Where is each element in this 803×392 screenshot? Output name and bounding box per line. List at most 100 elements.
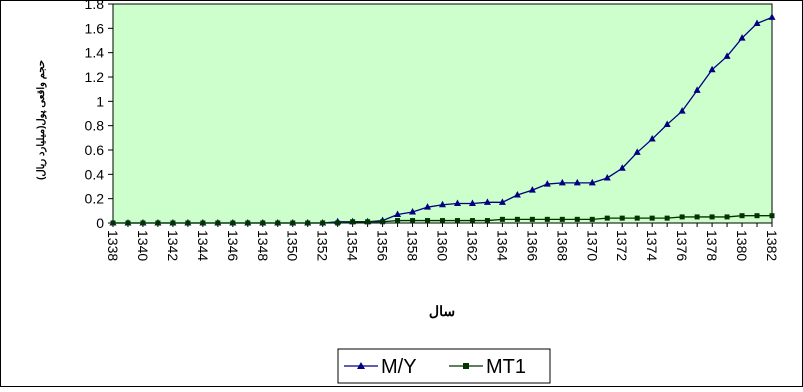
data-point-triangle [633, 148, 641, 155]
data-point-square [395, 218, 401, 224]
x-axis: 1338 1340 1342 1344 1346 1348 1350 1352 1354 1356… [105, 223, 780, 261]
data-point-square [110, 220, 116, 226]
data-point-square [724, 214, 730, 220]
x-tick-label: 1354 [345, 230, 361, 261]
data-point-square [559, 216, 565, 222]
x-tick-label: 1356 [375, 230, 391, 261]
data-point-square [754, 213, 760, 219]
data-point-square [469, 218, 475, 224]
data-point-triangle [618, 164, 626, 171]
data-point-square [170, 220, 176, 226]
data-point-triangle [513, 191, 521, 198]
y-tick-label: 1.4 [85, 45, 105, 61]
data-point-square [664, 215, 670, 221]
data-point-square [275, 220, 281, 226]
x-tick-label: 1368 [554, 230, 570, 261]
x-tick-label: 1342 [165, 230, 181, 261]
data-point-triangle [573, 178, 581, 186]
data-point-square [440, 218, 445, 224]
data-point-triangle [603, 173, 611, 181]
data-point-triangle [483, 198, 491, 205]
x-tick-label: 1378 [704, 230, 720, 261]
legend-label-my: M/Y [381, 356, 417, 378]
x-tick-label: 1346 [225, 230, 241, 261]
data-point-triangle [768, 13, 776, 20]
y-tick-label: 1.6 [85, 20, 105, 36]
y-tick-label: 0.8 [85, 118, 105, 134]
data-point-square [155, 220, 161, 226]
data-point-square [574, 216, 580, 222]
data-point-square [649, 215, 655, 221]
series-layer [109, 13, 776, 226]
x-tick-label: 1370 [584, 230, 600, 261]
x-tick-label: 1348 [255, 230, 271, 261]
data-point-triangle [498, 198, 506, 205]
data-point-square [230, 220, 236, 226]
x-tick-label: 1382 [764, 230, 780, 261]
data-point-square [739, 213, 745, 219]
x-tick-label: 1372 [614, 230, 630, 261]
data-point-triangle [753, 19, 761, 26]
y-tick-label: 1.2 [85, 69, 105, 85]
legend-marker-triangle-icon [357, 362, 365, 369]
data-point-triangle [409, 208, 417, 215]
data-point-square [185, 220, 191, 226]
data-point-square [320, 220, 326, 226]
data-point-triangle [588, 178, 596, 186]
data-point-triangle [543, 180, 551, 187]
data-point-square [694, 214, 700, 220]
data-point-square [410, 218, 416, 224]
data-point-triangle [648, 135, 656, 142]
y-tick-label: 0.2 [85, 191, 105, 207]
x-tick-label: 1338 [105, 230, 121, 261]
x-tick-label: 1366 [524, 230, 540, 261]
series-mt1 [110, 213, 775, 226]
data-point-square [604, 215, 610, 221]
data-point-square [125, 220, 131, 226]
data-point-square [589, 216, 595, 222]
data-point-triangle [738, 34, 746, 41]
legend-label-mt1: MT1 [486, 356, 526, 378]
data-point-square [484, 218, 490, 224]
data-point-triangle [394, 210, 402, 217]
data-point-triangle [424, 203, 432, 210]
y-tick-label: 0.4 [85, 166, 105, 182]
data-point-square [769, 213, 775, 219]
data-point-square [335, 220, 341, 226]
x-tick-label: 1362 [464, 230, 480, 261]
data-point-square [619, 215, 625, 221]
data-point-square [544, 216, 550, 222]
legend: M/Y MT1 [337, 348, 551, 384]
data-point-square [290, 220, 296, 226]
x-tick-label: 1376 [674, 230, 690, 261]
legend-marker-square-icon [463, 363, 469, 369]
x-tick-label: 1380 [734, 230, 750, 261]
plot-area [112, 3, 773, 224]
data-point-triangle [663, 120, 671, 127]
data-point-square [425, 218, 431, 224]
data-point-square [634, 215, 640, 221]
data-point-triangle [528, 186, 536, 193]
data-point-square [215, 220, 221, 226]
data-point-square [380, 219, 386, 225]
x-tick-label: 1360 [435, 230, 451, 261]
data-point-square [350, 219, 356, 225]
y-tick-label: 0.6 [85, 142, 105, 158]
data-point-triangle [439, 200, 446, 208]
data-point-triangle [678, 107, 686, 114]
data-point-triangle [723, 52, 731, 59]
data-point-triangle [693, 86, 701, 93]
data-point-triangle [468, 199, 476, 207]
data-point-square [200, 220, 206, 226]
data-point-square [305, 220, 311, 226]
data-point-square [140, 220, 146, 226]
x-tick-label: 1358 [405, 230, 421, 261]
y-axis-title: حجم واقعی پول(میلیارد ریال) [36, 60, 47, 180]
y-tick-label: 1 [96, 93, 104, 109]
data-point-square [709, 214, 715, 220]
data-point-triangle [453, 199, 461, 207]
data-point-square [260, 220, 266, 226]
data-point-square [365, 219, 371, 225]
